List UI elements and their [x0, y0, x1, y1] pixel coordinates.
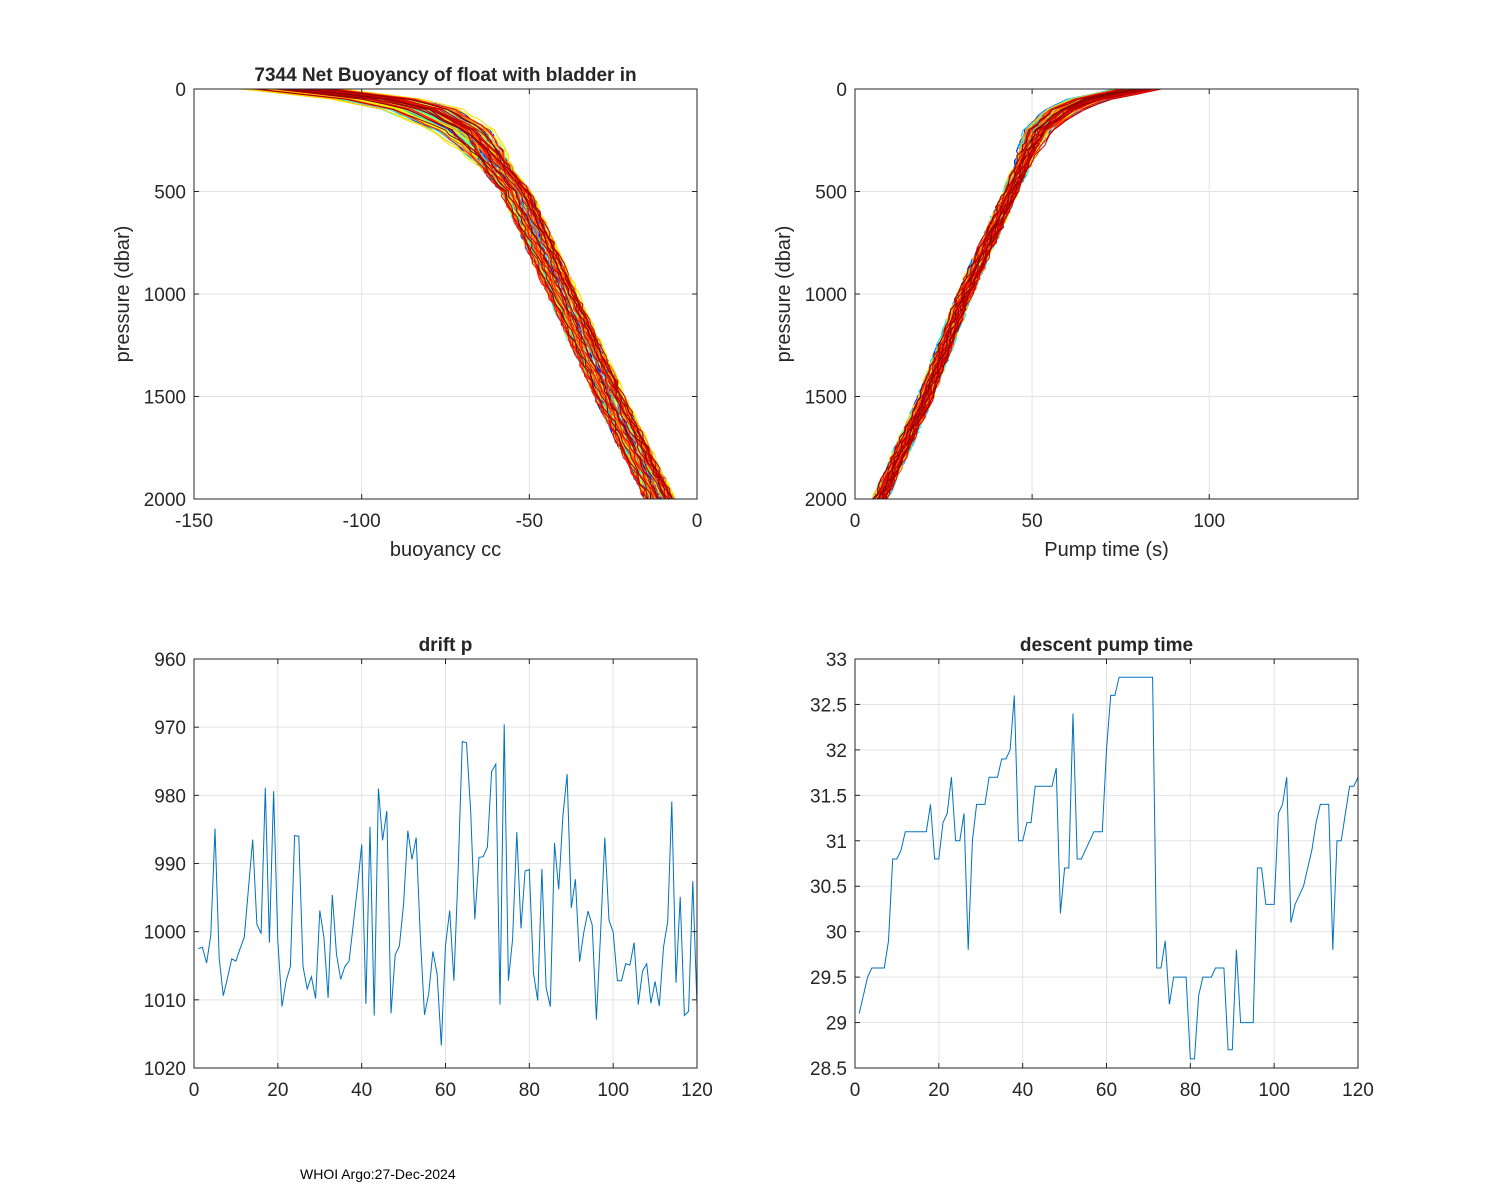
buoyancy-ylabel: pressure (dbar): [112, 226, 134, 363]
descent-ytick-label: 29: [826, 1014, 847, 1035]
pump-series: [871, 89, 1162, 499]
buoyancy-profile-line: [282, 89, 646, 499]
buoyancy-ytick-label: 1000: [144, 285, 186, 306]
pump-profile-line: [874, 89, 1137, 499]
buoyancy-profile-line: [285, 89, 673, 499]
descent-ytick-label: 31.5: [810, 786, 847, 807]
pump-ytick-label: 2000: [805, 490, 847, 511]
pump-ylabel: pressure (dbar): [773, 226, 795, 363]
drift-xtick-label: 120: [681, 1080, 713, 1101]
buoyancy-xtick-label: 0: [692, 511, 703, 532]
descent-ytick-label: 30: [826, 923, 847, 944]
buoyancy-profile-line: [299, 89, 674, 499]
drift-xtick-label: 0: [189, 1080, 200, 1101]
descent-ytick-label: 30.5: [810, 877, 847, 898]
pump-profile-line: [882, 89, 1136, 499]
drift-xtick-label: 40: [351, 1080, 372, 1101]
descent-xtick-label: 40: [1012, 1080, 1033, 1101]
drift-panel: 0 20 40 60 80 100 120960970980990100010101020 …: [144, 635, 713, 1101]
pump-ytick-label: 1000: [805, 285, 847, 306]
pump-ytick-label: 500: [815, 183, 847, 204]
drift-ytick-label: 970: [154, 718, 186, 739]
buoyancy-profile-line: [301, 89, 649, 499]
drift-ytick-label: 960: [154, 650, 186, 671]
buoyancy-ytick-label: 0: [175, 80, 186, 101]
descent-series-line: [858, 676, 1358, 1060]
descent-xtick-label: 60: [1096, 1080, 1117, 1101]
buoyancy-profile-line: [325, 89, 666, 499]
drift-ytick-label: 1000: [144, 923, 186, 944]
footer-stamp: WHOI Argo:27-Dec-2024: [300, 1166, 456, 1182]
drift-xtick-label: 100: [597, 1080, 629, 1101]
pump-profile-line: [876, 89, 1151, 499]
descent-ytick-label: 32: [826, 741, 847, 762]
pump-xtick-label: 100: [1193, 511, 1225, 532]
buoyancy-series: [240, 89, 676, 499]
drift-ytick-label: 1020: [144, 1059, 186, 1080]
buoyancy-ytick-label: 2000: [144, 490, 186, 511]
drift-series-line: [198, 724, 697, 1046]
buoyancy-xlabel: buoyancy cc: [390, 539, 501, 561]
pump-ytick-label: 1500: [805, 388, 847, 409]
buoyancy-title: 7344 Net Buoyancy of float with bladder …: [254, 65, 636, 86]
buoyancy-profile-line: [313, 89, 650, 499]
drift-xtick-label: 60: [435, 1080, 456, 1101]
buoyancy-ytick-label: 1500: [144, 388, 186, 409]
drift-title: drift p: [419, 635, 473, 656]
descent-ticks: 0 20 40 60 80 100 120 28.5 29 29.5 30 30.5 31 31.5 32 3…: [810, 650, 1374, 1101]
descent-ytick-label: 32.5: [810, 695, 847, 716]
pump-xtick-label: 0: [850, 511, 861, 532]
descent-panel: 0 20 40 60 80 100 120 28.5 29 29.5 30 30.5 31 31.5 32 3…: [810, 635, 1374, 1101]
drift-ytick-label: 980: [154, 786, 186, 807]
pump-xlabel: Pump time (s): [1044, 539, 1168, 561]
descent-series: [858, 676, 1358, 1060]
pump-xtick-label: 50: [1022, 511, 1043, 532]
descent-ytick-label: 29.5: [810, 968, 847, 989]
descent-ytick-label: 33: [826, 650, 847, 671]
drift-ytick-label: 990: [154, 855, 186, 876]
buoyancy-profile-line: [324, 89, 670, 499]
buoyancy-panel: -150 -100 -50 0 0 500 1000 1500 2000 7344 Net Bu…: [112, 65, 702, 561]
pump-profile-line: [884, 89, 1142, 499]
descent-ytick-label: 28.5: [810, 1059, 847, 1080]
descent-xtick-label: 0: [850, 1080, 861, 1101]
buoyancy-xtick-label: -150: [175, 511, 213, 532]
pump-ytick-label: 0: [836, 80, 847, 101]
buoyancy-profile-line: [292, 89, 666, 499]
descent-xtick-label: 20: [928, 1080, 949, 1101]
buoyancy-profile-line: [277, 89, 652, 499]
descent-xtick-label: 120: [1342, 1080, 1374, 1101]
buoyancy-ticks: -150 -100 -50 0 0 500 1000 1500 2000: [144, 80, 703, 532]
buoyancy-xtick-label: -50: [516, 511, 543, 532]
drift-xtick-label: 80: [519, 1080, 540, 1101]
drift-ytick-label: 1010: [144, 991, 186, 1012]
buoyancy-ytick-label: 500: [154, 183, 186, 204]
buoyancy-profile-line: [305, 89, 673, 499]
drift-ticks: 0 20 40 60 80 100 120 960 970 980 990 1000 1010 1020: [144, 650, 713, 1101]
descent-xtick-label: 100: [1258, 1080, 1290, 1101]
descent-title: descent pump time: [1020, 635, 1193, 656]
pump-profile-line: [885, 89, 1162, 499]
descent-xtick-label: 80: [1180, 1080, 1201, 1101]
pump-profile-line: [881, 89, 1137, 499]
drift-xtick-label: 20: [267, 1080, 288, 1101]
drift-series: [198, 724, 697, 1046]
buoyancy-profile-line: [318, 89, 654, 499]
buoyancy-profile-line: [341, 89, 675, 499]
buoyancy-profile-line: [304, 89, 659, 499]
descent-ytick-label: 31: [826, 832, 847, 853]
buoyancy-profile-line: [251, 89, 654, 499]
pump-profile-line: [871, 89, 1127, 499]
buoyancy-xtick-label: -100: [343, 511, 381, 532]
buoyancy-profile-line: [273, 89, 658, 499]
